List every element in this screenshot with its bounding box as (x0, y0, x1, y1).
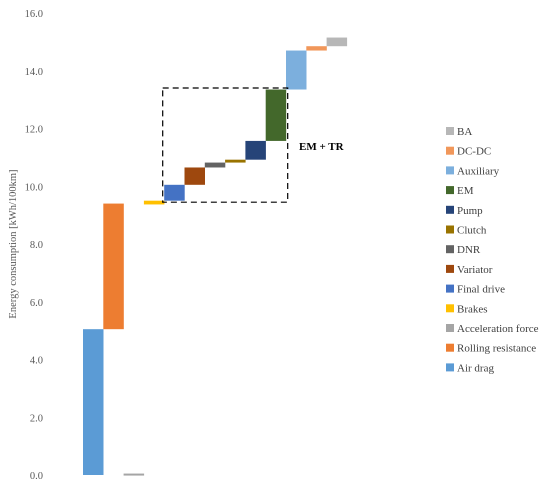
legend-swatch-air-drag (446, 363, 454, 372)
y-tick-label: 10.0 (25, 182, 43, 193)
bar-auxiliary (286, 50, 307, 90)
bars (83, 37, 348, 476)
y-tick-label: 2.0 (30, 413, 43, 424)
y-tick-label: 4.0 (30, 356, 43, 367)
bar-rolling-resistance (103, 203, 124, 330)
bar-brakes (143, 200, 165, 205)
legend-swatch-dc-dc (446, 146, 454, 155)
bar-clutch (225, 159, 246, 163)
legend-label-variator: Variator (457, 264, 493, 276)
y-tick-label: 8.0 (30, 240, 43, 251)
legend-label-em: EM (457, 185, 474, 197)
legend-label-dc-dc: DC-DC (457, 146, 491, 158)
legend-label-clutch: Clutch (457, 225, 487, 237)
legend-swatch-dnr (446, 245, 454, 254)
bar-acceleration-force (123, 473, 145, 476)
bar-final-drive (164, 184, 185, 201)
legend-label-ba: BA (457, 126, 472, 138)
legend-label-acceleration-force: Acceleration force (457, 323, 539, 335)
y-tick-label: 0.0 (30, 471, 43, 482)
bar-air-drag (83, 329, 104, 475)
legend-swatch-acceleration-force (446, 324, 454, 332)
y-axis-ticks: 0.0 2.0 4.0 6.0 8.0 10.0 12.0 14.0 16.0 (25, 9, 43, 482)
legend-swatch-ba (446, 127, 454, 135)
legend-swatch-variator (446, 264, 454, 273)
legend-label-dnr: DNR (457, 244, 481, 256)
legend-label-rolling-resistance: Rolling resistance (457, 343, 536, 355)
bar-dc-dc (306, 46, 327, 51)
legend-label-final-drive: Final drive (457, 284, 505, 296)
bar-dnr (204, 162, 226, 168)
bar-variator (184, 167, 205, 185)
y-tick-label: 16.0 (25, 9, 43, 20)
legend-swatch-brakes (446, 304, 454, 313)
bar-em (265, 89, 287, 141)
bar-ba (326, 37, 348, 47)
legend-label-air-drag: Air drag (457, 362, 494, 374)
em-tr-box (162, 87, 289, 203)
y-tick-label: 6.0 (30, 298, 43, 309)
legend-swatch-pump (446, 205, 454, 214)
legend-swatch-clutch (446, 225, 454, 234)
y-tick-label: 12.0 (25, 125, 43, 136)
legend-swatch-em (446, 186, 454, 195)
legend-swatch-rolling-resistance (446, 343, 454, 352)
y-tick-label: 14.0 (25, 67, 43, 78)
y-axis-label: Energy consumption [kWh/100km] (8, 169, 19, 318)
legend-label-brakes: Brakes (457, 303, 488, 315)
legend-label-auxiliary: Auxiliary (457, 165, 500, 177)
legend: BA DC-DC Auxiliary EM Pump Clutch DNR Variator F… (446, 126, 539, 374)
legend-swatch-auxiliary (446, 166, 454, 175)
legend-swatch-final-drive (446, 284, 454, 293)
em-tr-annotation: EM + TR (299, 141, 345, 153)
legend-label-pump: Pump (457, 205, 483, 217)
bar-pump (245, 140, 266, 160)
